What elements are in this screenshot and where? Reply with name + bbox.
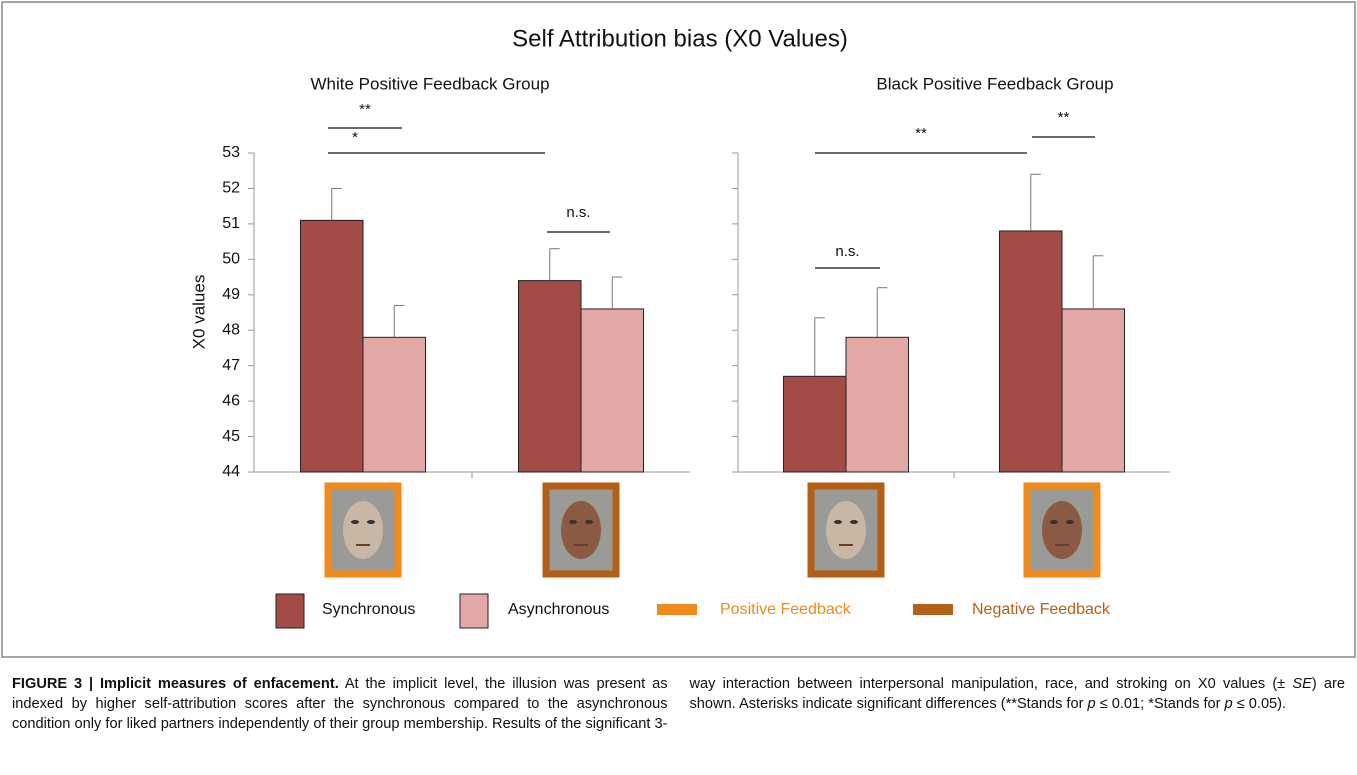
legend-label: Asynchronous [508,601,609,618]
significance-label: ** [915,125,927,142]
caption-text: At the implicit level, the illusion was … [12,676,1293,732]
eye [850,520,858,524]
eye [834,520,842,524]
significance-label: ** [1058,109,1070,126]
chart: Self Attribution bias (X0 Values) X0 val… [1,1,1356,658]
bar [999,230,1063,473]
legend-swatch [657,604,697,615]
y-tick-label: 50 [222,251,240,268]
eye [351,520,359,524]
bar [783,375,847,473]
legend-label: Positive Feedback [720,601,852,618]
legend-label: Synchronous [322,601,415,618]
bar [300,219,364,473]
y-tick-label: 48 [222,321,240,338]
y-tick-label: 49 [222,286,240,303]
caption-text: SE [1292,676,1312,692]
y-tick-label: 47 [222,357,240,374]
caption: FIGURE 3 | Implicit measures of enfaceme… [12,674,1345,734]
caption-text: p [1087,696,1096,712]
bar [518,280,582,473]
face [826,501,866,559]
legend-label: Negative Feedback [972,601,1111,618]
y-tick-label: 44 [222,463,240,480]
bar [845,336,909,473]
face-frame [542,482,620,578]
significance-label: n.s. [566,204,590,221]
y-tick-label: 51 [222,215,240,232]
caption-text: p [1224,696,1233,712]
bar [580,308,644,473]
eye [367,520,375,524]
legend-swatch [459,593,489,629]
eye [1066,520,1074,524]
caption-text: ) are shown. Asterisks indicate signific… [689,676,1346,712]
panel-title: White Positive Feedback Group [310,74,549,93]
y-tick-label: 52 [222,180,240,197]
face [561,501,601,559]
caption-label: FIGURE 3 | Implicit measures of enfaceme… [12,676,339,692]
caption-text: ≤ 0.01; *Stands for [1095,696,1225,712]
bar [362,336,426,473]
chart-title: Self Attribution bias (X0 Values) [512,25,848,52]
eye [585,520,593,524]
face [343,501,383,559]
caption-text: ≤ 0.05). [1232,696,1287,712]
bar [1061,308,1125,473]
y-tick-label: 46 [222,392,240,409]
eye [1050,520,1058,524]
panel-title: Black Positive Feedback Group [876,74,1113,93]
significance-label: * [352,129,358,146]
y-tick-label: 45 [222,428,240,445]
legend-swatch [913,604,953,615]
significance-label: ** [359,101,371,118]
eye [569,520,577,524]
face [1042,501,1082,559]
figure-frame [1,1,1356,658]
y-tick-label: 53 [222,144,240,161]
legend-swatch [275,593,305,629]
y-axis-label: X0 values [189,275,208,350]
significance-label: n.s. [835,243,859,260]
